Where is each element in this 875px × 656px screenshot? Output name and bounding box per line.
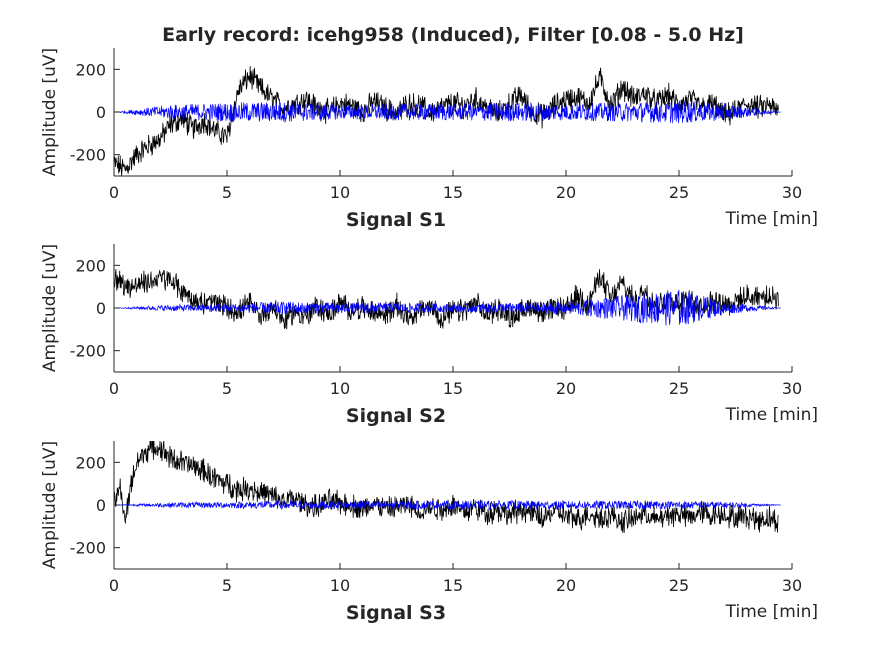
x-tick-label: 15 xyxy=(443,183,463,202)
y-tick-label: -200 xyxy=(70,342,106,361)
figure-title: Early record: icehg958 (Induced), Filter… xyxy=(162,24,744,46)
x-tick-label: 15 xyxy=(443,576,463,595)
x-tick-label: 5 xyxy=(222,379,232,398)
y-tick-label: -200 xyxy=(70,146,106,165)
x-tick-label: 25 xyxy=(669,183,689,202)
y-axis-label: Amplitude [uV] xyxy=(40,244,60,372)
x-tick-label: 0 xyxy=(109,379,119,398)
x-tick-label: 10 xyxy=(330,183,350,202)
y-tick-label: 200 xyxy=(75,60,106,79)
y-tick-label: 0 xyxy=(96,103,106,122)
series-line-filtered xyxy=(114,289,781,326)
x-axis-label: Time [min] xyxy=(725,405,818,425)
y-tick-label: 200 xyxy=(75,256,106,275)
x-axis-label: Time [min] xyxy=(725,602,818,622)
series-line-raw xyxy=(114,66,779,176)
x-tick-label: 20 xyxy=(556,379,576,398)
x-tick-label: 15 xyxy=(443,379,463,398)
x-tick-label: 30 xyxy=(782,379,802,398)
series-line-raw xyxy=(114,441,779,533)
x-tick-label: 5 xyxy=(222,183,232,202)
y-tick-label: 200 xyxy=(75,453,106,472)
series-line-filtered xyxy=(114,100,781,124)
x-tick-label: 30 xyxy=(782,576,802,595)
x-axis-label: Time [min] xyxy=(725,209,818,229)
x-tick-label: 0 xyxy=(109,576,119,595)
x-tick-label: 20 xyxy=(556,576,576,595)
x-tick-label: 0 xyxy=(109,183,119,202)
x-tick-label: 10 xyxy=(330,379,350,398)
series-line-filtered xyxy=(114,499,781,511)
x-tick-label: 25 xyxy=(669,379,689,398)
y-tick-label: -200 xyxy=(70,539,106,558)
x-tick-label: 10 xyxy=(330,576,350,595)
x-tick-label: 20 xyxy=(556,183,576,202)
y-tick-label: 0 xyxy=(96,496,106,515)
subplot-title: Signal S1 xyxy=(346,209,446,231)
x-tick-label: 5 xyxy=(222,576,232,595)
x-tick-label: 25 xyxy=(669,576,689,595)
x-tick-label: 30 xyxy=(782,183,802,202)
y-axis-label: Amplitude [uV] xyxy=(40,48,60,176)
subplot-title: Signal S3 xyxy=(346,602,446,624)
y-tick-label: 0 xyxy=(96,299,106,318)
subplot-title: Signal S2 xyxy=(346,405,446,427)
y-axis-label: Amplitude [uV] xyxy=(40,441,60,569)
